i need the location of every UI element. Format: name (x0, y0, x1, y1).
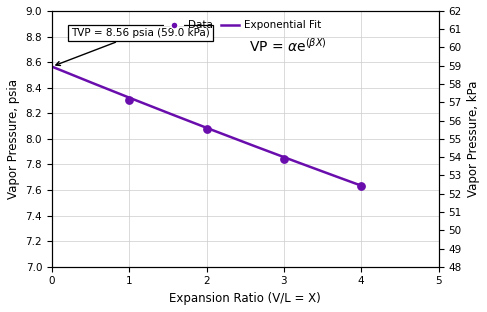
Point (203, 126, 210, 131)
Y-axis label: Vapor Pressure, psia: Vapor Pressure, psia (7, 79, 20, 199)
Point (280, 157, 288, 162)
Point (357, 184, 365, 189)
Y-axis label: Vapor Pressure, kPa: Vapor Pressure, kPa (467, 81, 480, 197)
Text: TVP = 8.56 psia (59.0 kPa): TVP = 8.56 psia (59.0 kPa) (56, 28, 210, 66)
Point (125, 98, 133, 103)
Legend: Data, Exponential Fit: Data, Exponential Fit (160, 16, 325, 35)
X-axis label: Expansion Ratio (V/L = X): Expansion Ratio (V/L = X) (169, 292, 321, 305)
Text: VP = $\alpha$e$^{(\beta X)}$: VP = $\alpha$e$^{(\beta X)}$ (249, 37, 327, 54)
